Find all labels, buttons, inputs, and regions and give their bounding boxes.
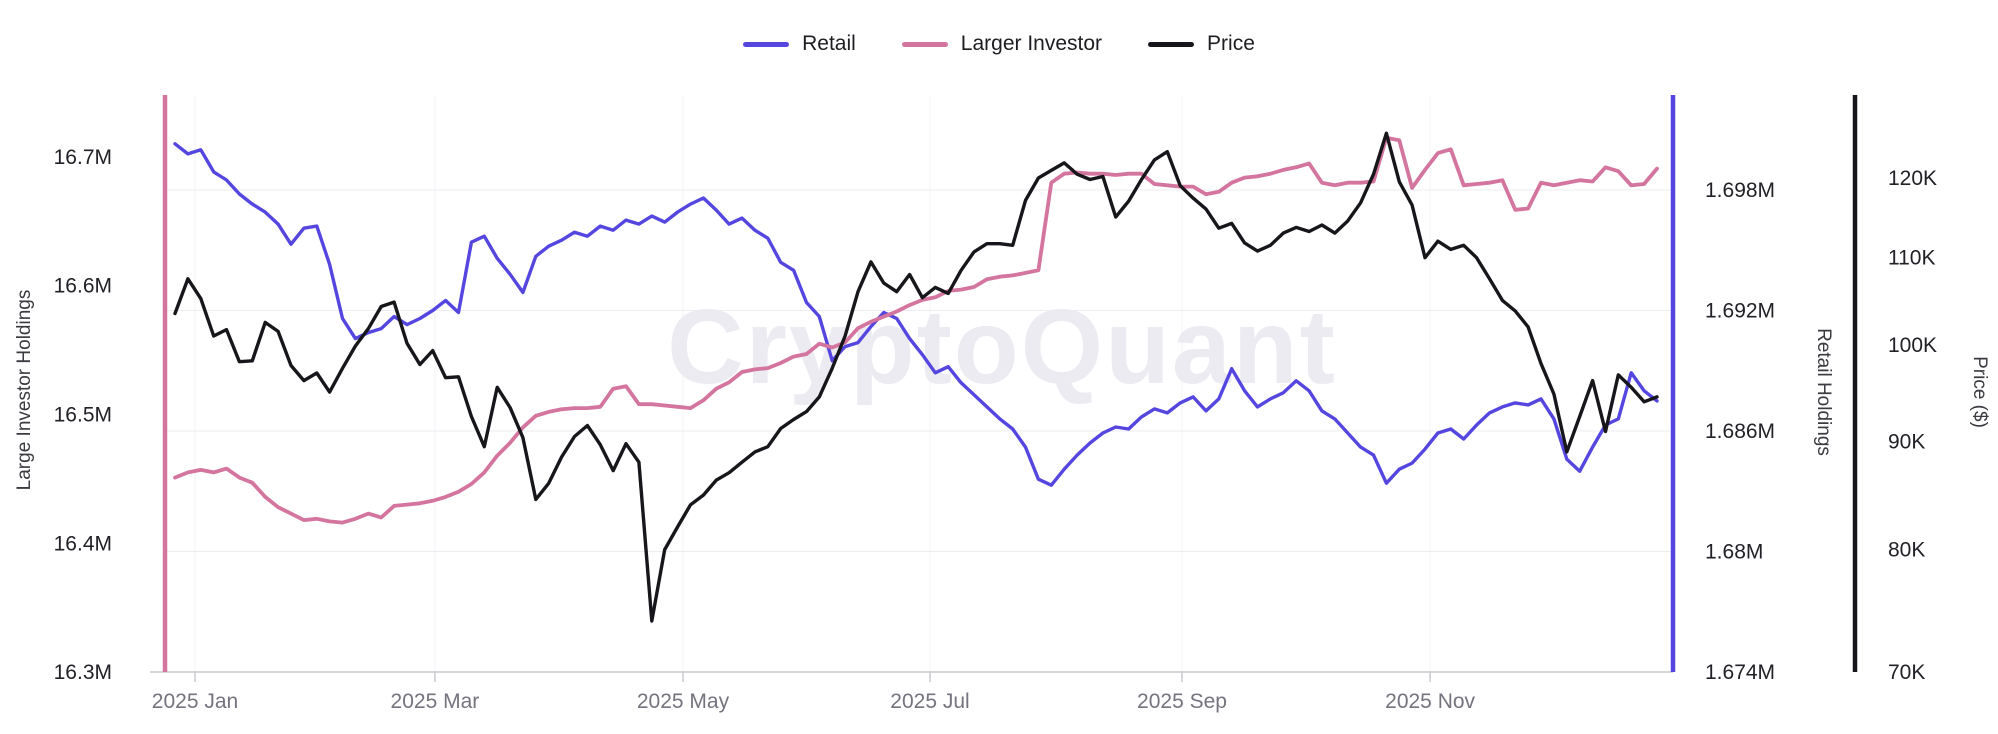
x-tick-label: 2025 Nov (1385, 690, 1475, 713)
legend-label: Price (1207, 32, 1255, 55)
retail-legend-swatch-icon (743, 41, 790, 47)
left-y-tick-label: 16.4M (54, 532, 112, 555)
retail-series-line (173, 142, 1659, 487)
legend-item-larger-investor[interactable]: Larger Investor (901, 32, 1103, 56)
x-tick-label: 2025 Sep (1137, 690, 1227, 713)
left-y-tick-label: 16.3M (54, 661, 112, 684)
legend-item-price[interactable]: Price (1148, 32, 1255, 56)
larger-investor-series-line (173, 135, 1659, 525)
retail-y-tick-label: 1.692M (1705, 300, 1775, 323)
cryptoquant-watermark: CryptoQuant (667, 288, 1337, 406)
price-y-tick-label: 110K (1888, 247, 1936, 270)
x-tick-label: 2025 Jul (890, 690, 969, 713)
price-legend-swatch-icon (1148, 41, 1195, 47)
larger-investor-legend-swatch-icon (901, 41, 948, 47)
price-y-tick-label: 100K (1888, 334, 1937, 357)
left-y-tick-label: 16.6M (54, 275, 112, 298)
price-axis-title: Price ($) (1969, 356, 1990, 428)
x-tick-label: 2025 May (637, 690, 730, 713)
legend-label: Larger Investor (960, 32, 1103, 55)
retail-y-tick-label: 1.698M (1705, 179, 1775, 202)
price-y-tick-label: 120K (1888, 167, 1937, 190)
chart-legend: Retail Larger Investor Price (0, 30, 1998, 58)
left-y-tick-label: 16.7M (54, 146, 112, 169)
legend-label: Retail (802, 32, 856, 55)
price-y-tick-label: 80K (1888, 539, 1925, 562)
retail-y-tick-label: 1.68M (1705, 541, 1763, 564)
left-y-tick-label: 16.5M (54, 404, 112, 427)
legend-item-retail[interactable]: Retail (743, 32, 856, 56)
price-series-line (173, 131, 1659, 623)
retail-y-tick-label: 1.674M (1705, 661, 1775, 684)
price-y-tick-label: 70K (1888, 661, 1925, 684)
retail-y-tick-label: 1.686M (1705, 420, 1775, 443)
x-tick-label: 2025 Jan (152, 690, 238, 713)
x-tick-label: 2025 Mar (391, 690, 480, 713)
left-axis-title: Large Investor Holdings (14, 290, 35, 491)
price-y-tick-label: 90K (1888, 431, 1925, 454)
retail-axis-title: Retail Holdings (1813, 328, 1834, 456)
